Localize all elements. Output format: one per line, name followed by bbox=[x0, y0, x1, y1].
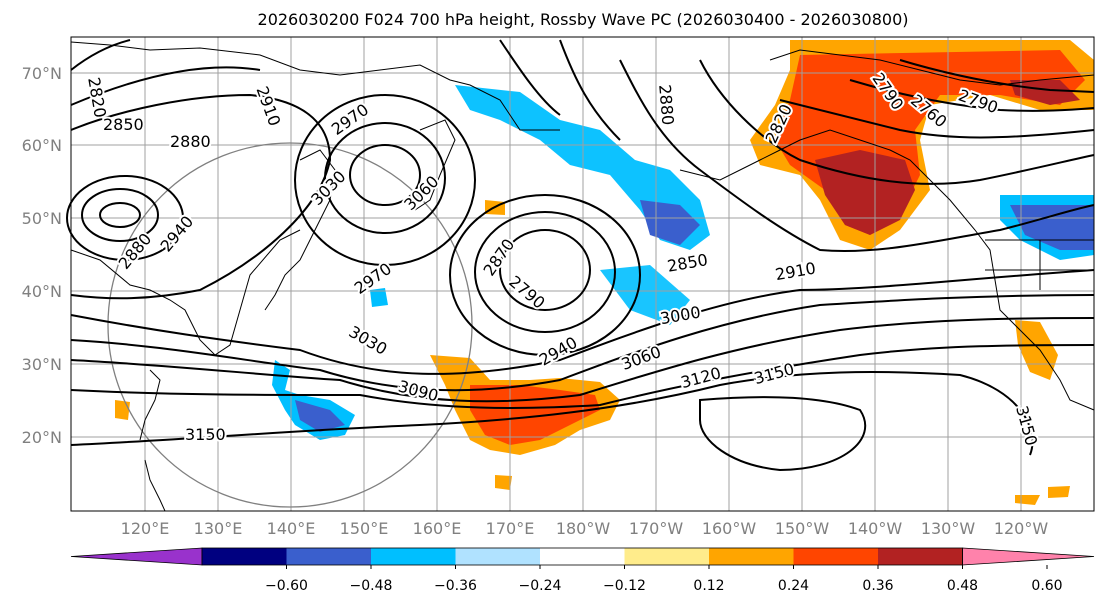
anomaly-negative-core bbox=[1010, 205, 1094, 250]
lon-label: 140°E bbox=[267, 519, 316, 538]
colorbar-segment bbox=[878, 548, 963, 565]
anomaly-positive-core bbox=[1010, 80, 1080, 105]
colorbar: −0.60 −0.48 −0.36 −0.24 −0.12 0.12 0.24 0.36 0.4… bbox=[70, 547, 1095, 594]
lon-label: 120°E bbox=[121, 519, 170, 538]
map-panel: 2820 2850 2880 2910 2970 3030 3060 2880 … bbox=[66, 36, 1095, 512]
anomaly-negative-core bbox=[295, 400, 345, 432]
colorbar-segment bbox=[709, 548, 794, 565]
colorbar-tick-label: −0.12 bbox=[603, 578, 646, 594]
colorbar-tick-label: −0.60 bbox=[265, 578, 308, 594]
height-contours bbox=[66, 39, 1095, 472]
lon-label: 150°W bbox=[775, 519, 830, 538]
colorbar-tick-label: 0.12 bbox=[693, 578, 724, 594]
anomaly-positive-region bbox=[1015, 320, 1058, 380]
contour-label: 2880 bbox=[655, 84, 677, 126]
anomaly-negative-region bbox=[370, 288, 388, 307]
anomaly-positive-region bbox=[1015, 486, 1070, 505]
lon-label: 170°W bbox=[629, 519, 684, 538]
lat-label: 20°N bbox=[22, 428, 62, 447]
colorbar-segment bbox=[624, 548, 709, 565]
contour-label: 2850 bbox=[103, 115, 144, 134]
lon-label: 150°E bbox=[340, 519, 389, 538]
coastlines bbox=[70, 41, 1095, 512]
colorbar-segment bbox=[202, 548, 287, 565]
lat-label: 70°N bbox=[22, 64, 62, 83]
anomaly-negative-core bbox=[640, 200, 700, 245]
colorbar-tick-label: 0.36 bbox=[862, 578, 893, 594]
lon-label: 170°E bbox=[486, 519, 535, 538]
lon-label: 120°W bbox=[994, 519, 1049, 538]
figure-title: 2026030200 F024 700 hPa height, Rossby W… bbox=[258, 10, 909, 29]
anomaly-positive-region bbox=[495, 475, 512, 490]
lat-label: 50°N bbox=[22, 209, 62, 228]
lon-label: 130°W bbox=[921, 519, 976, 538]
colorbar-extend-max bbox=[962, 547, 1095, 566]
contour-label: 2880 bbox=[170, 132, 211, 151]
colorbar-tick-label: 0.24 bbox=[778, 578, 809, 594]
colorbar-segment bbox=[540, 548, 625, 565]
lat-label: 60°N bbox=[22, 136, 62, 155]
colorbar-frame bbox=[201, 547, 963, 566]
colorbar-segment bbox=[793, 548, 878, 565]
lon-label: 160°W bbox=[702, 519, 757, 538]
anomaly-positive-region bbox=[470, 385, 600, 445]
colorbar-tick-label: −0.24 bbox=[519, 578, 562, 594]
anomaly-positive-region bbox=[115, 400, 130, 420]
colorbar-tick-label: −0.36 bbox=[434, 578, 477, 594]
colorbar-segment bbox=[286, 548, 371, 565]
map-frame bbox=[70, 36, 1095, 512]
lat-label: 40°N bbox=[22, 282, 62, 301]
colorbar-tick-label: −0.48 bbox=[350, 578, 393, 594]
contour-label: 3150 bbox=[185, 425, 226, 444]
latitude-labels: 70°N 60°N 50°N 40°N 30°N 20°N bbox=[22, 64, 62, 447]
colorbar-tick-label: 0.60 bbox=[1031, 578, 1062, 594]
colorbar-segment bbox=[371, 548, 456, 565]
anomaly-negative-region bbox=[600, 265, 690, 325]
lon-label: 140°W bbox=[848, 519, 903, 538]
lat-label: 30°N bbox=[22, 355, 62, 374]
longitude-labels: 120°E 130°E 140°E 150°E 160°E 170°E 180°… bbox=[121, 519, 1049, 538]
colorbar-extend-min bbox=[70, 547, 203, 566]
lon-label: 160°E bbox=[413, 519, 462, 538]
colorbar-segment bbox=[455, 548, 540, 565]
lon-label: 180°W bbox=[556, 519, 611, 538]
lon-label: 130°E bbox=[194, 519, 243, 538]
colorbar-tick-label: 0.48 bbox=[947, 578, 978, 594]
